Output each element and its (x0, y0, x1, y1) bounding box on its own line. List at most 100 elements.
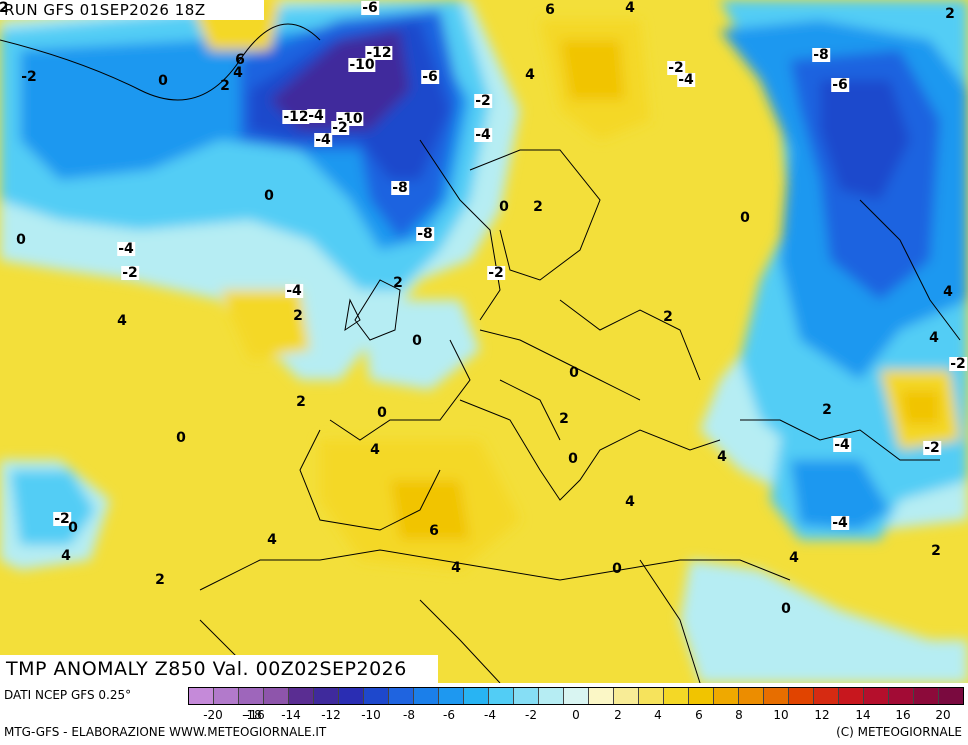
field-title: TMP ANOMALY Z850 Val. 00Z02SEP2026 (0, 655, 438, 683)
contour-label: 4 (929, 330, 939, 346)
border (419, 599, 501, 683)
color-swatch (514, 688, 539, 704)
contour-label: 4 (267, 532, 277, 548)
contour-label: 0 (176, 430, 186, 446)
anomaly-zero-zone (680, 560, 968, 683)
contour-label: 4 (233, 65, 243, 81)
contour-label: -2 (949, 356, 967, 372)
contour-label: 4 (625, 0, 635, 16)
contour-label: -4 (314, 132, 332, 148)
contour-label: 0 (158, 73, 168, 89)
color-bar-tick: 8 (735, 708, 743, 722)
color-bar-tick: -4 (484, 708, 496, 722)
contour-label: -2 (667, 60, 685, 76)
contour-label: 0 (68, 520, 78, 536)
color-bar-tick: 0 (572, 708, 580, 722)
color-swatch (889, 688, 914, 704)
color-swatch (864, 688, 889, 704)
contour-label: -2 (923, 440, 941, 456)
contour-label: 4 (61, 548, 71, 564)
coastline (354, 279, 401, 341)
color-swatch (489, 688, 514, 704)
contour-label: -6 (361, 0, 379, 16)
anomaly-pos6-zone (900, 390, 940, 425)
contour-label: -10 (348, 57, 376, 73)
contour-label: -4 (831, 515, 849, 531)
contour-label: -2 (0, 0, 9, 16)
contour-label: 2 (533, 199, 543, 215)
color-swatch (614, 688, 639, 704)
contour-label: 4 (117, 313, 127, 329)
anomaly-map: RUN GFS 01SEP2026 18Z TMP ANOMALY Z850 V… (0, 0, 968, 683)
contour-label: -2 (331, 120, 349, 136)
color-swatch (189, 688, 214, 704)
map-canvas (0, 0, 968, 683)
color-bar-tick: 6 (695, 708, 703, 722)
coastline (299, 429, 441, 531)
color-swatch (364, 688, 389, 704)
contour-label: -4 (307, 108, 325, 124)
coastline (344, 298, 361, 332)
color-bar-tick: 4 (654, 708, 662, 722)
contour-label: -6 (421, 69, 439, 85)
color-swatch (564, 688, 589, 704)
contour-label: 0 (412, 333, 422, 349)
contour-label: -4 (117, 241, 135, 257)
color-swatch (314, 688, 339, 704)
contour-label: 2 (293, 308, 303, 324)
contour-label: 4 (370, 442, 380, 458)
color-swatch (914, 688, 939, 704)
contour-label: 0 (264, 188, 274, 204)
contour-label: 0 (569, 365, 579, 381)
color-swatch (714, 688, 739, 704)
contour-label: -8 (391, 180, 409, 196)
border (559, 299, 701, 381)
color-bar-tick: -2 (525, 708, 537, 722)
coastline (740, 419, 940, 461)
contour-label: -8 (416, 226, 434, 242)
contour-label: -2 (474, 93, 492, 109)
contour-label: 0 (16, 232, 26, 248)
border (499, 379, 561, 441)
contour-label: 2 (822, 402, 832, 418)
color-swatch (414, 688, 439, 704)
color-bar-tick: -14 (281, 708, 301, 722)
color-swatch (589, 688, 614, 704)
run-title: RUN GFS 01SEP2026 18Z (0, 0, 264, 20)
color-swatch (439, 688, 464, 704)
color-bar-tick: 16 (895, 708, 911, 722)
contour-label: -6 (831, 77, 849, 93)
contour-label: 4 (625, 494, 635, 510)
contour-label: 2 (296, 394, 306, 410)
color-swatch (464, 688, 489, 704)
contour-label: 4 (525, 67, 535, 83)
color-swatch (389, 688, 414, 704)
color-swatch (789, 688, 814, 704)
color-swatch (639, 688, 664, 704)
color-swatch (239, 688, 264, 704)
anomaly-pos4-zone (220, 290, 310, 360)
border (639, 559, 701, 683)
color-bar-tick: 12 (814, 708, 830, 722)
border (859, 199, 961, 341)
contour-label: 2 (155, 572, 165, 588)
color-swatch (264, 688, 289, 704)
color-swatch (839, 688, 864, 704)
border (479, 329, 641, 401)
contour-label: -4 (474, 127, 492, 143)
contour-label: 2 (220, 78, 230, 94)
contour-label: 4 (943, 284, 953, 300)
contour-label: 0 (781, 601, 791, 617)
color-bar-ticks: -20 -18 -16 -14 -12 -10 -8 -6 -4 -2 0 2 4 6 8 10 12 14 16 2… (188, 708, 964, 724)
color-swatch (539, 688, 564, 704)
color-bar-tick: -18 (242, 708, 262, 722)
coastline (459, 399, 721, 501)
color-bar-tick: -6 (443, 708, 455, 722)
color-swatch (339, 688, 364, 704)
contour-label: 4 (789, 550, 799, 566)
contour-label: 6 (235, 52, 245, 68)
contour-label: -4 (833, 437, 851, 453)
contour-label: -2 (21, 69, 37, 85)
coastlines (0, 23, 961, 683)
anomaly-neg8-zone (820, 80, 910, 200)
